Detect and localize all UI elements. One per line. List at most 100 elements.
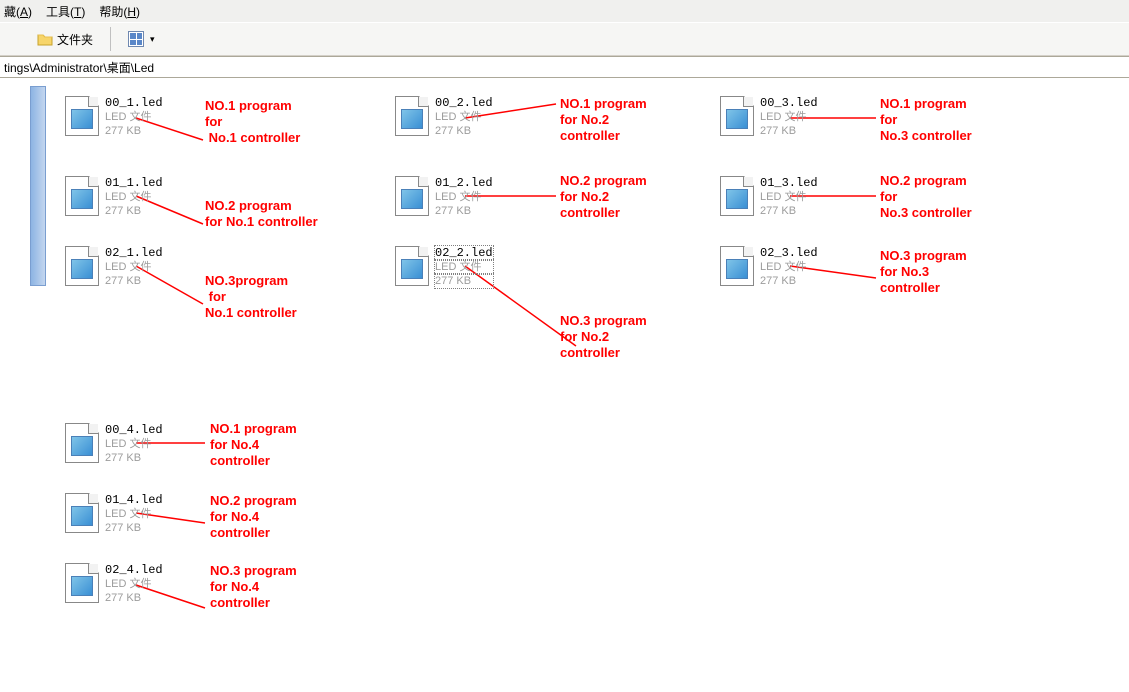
file-item[interactable]: 01_2.ledLED 文件277 KB	[395, 176, 493, 218]
file-meta: 00_1.ledLED 文件277 KB	[105, 96, 163, 138]
file-icon	[395, 176, 429, 216]
file-size: 277 KB	[105, 521, 163, 535]
file-item[interactable]: 00_2.ledLED 文件277 KB	[395, 96, 493, 138]
file-name: 00_4.led	[105, 423, 163, 437]
file-icon	[65, 246, 99, 286]
folders-button[interactable]: 文件夹	[30, 28, 100, 51]
file-type: LED 文件	[105, 507, 163, 521]
menu-favorites[interactable]: 藏(A)	[4, 3, 32, 20]
toolbar: 文件夹 ▾	[0, 22, 1129, 56]
menubar: 藏(A) 工具(T) 帮助(H)	[0, 0, 1129, 22]
views-icon	[128, 31, 144, 47]
file-name: 00_1.led	[105, 96, 163, 110]
file-icon	[65, 176, 99, 216]
annotation-label: NO.1 program for No.2 controller	[560, 96, 647, 144]
file-type: LED 文件	[435, 190, 493, 204]
file-size: 277 KB	[760, 204, 818, 218]
annotation-label: NO.1 program for No.1 controller	[205, 98, 300, 146]
file-name: 02_4.led	[105, 563, 163, 577]
file-type: LED 文件	[760, 110, 818, 124]
file-icon	[720, 96, 754, 136]
file-name: 00_3.led	[760, 96, 818, 110]
file-name: 01_1.led	[105, 176, 163, 190]
file-size: 277 KB	[435, 274, 493, 288]
annotation-label: NO.3 program for No.3 controller	[880, 248, 967, 296]
file-name: 02_3.led	[760, 246, 818, 260]
file-name: 01_2.led	[435, 176, 493, 190]
file-meta: 00_3.ledLED 文件277 KB	[760, 96, 818, 138]
file-size: 277 KB	[435, 124, 493, 138]
file-meta: 01_2.ledLED 文件277 KB	[435, 176, 493, 218]
file-meta: 02_2.ledLED 文件277 KB	[435, 246, 493, 288]
file-type: LED 文件	[105, 577, 163, 591]
annotation-label: NO.3program for No.1 controller	[205, 273, 297, 321]
chevron-down-icon: ▾	[150, 34, 155, 45]
folder-icon	[37, 31, 53, 47]
file-item[interactable]: 01_1.ledLED 文件277 KB	[65, 176, 163, 218]
file-name: 02_1.led	[105, 246, 163, 260]
file-meta: 02_1.ledLED 文件277 KB	[105, 246, 163, 288]
menu-tools[interactable]: 工具(T)	[46, 3, 85, 20]
file-type: LED 文件	[105, 437, 163, 451]
file-size: 277 KB	[105, 451, 163, 465]
file-icon	[65, 493, 99, 533]
file-type: LED 文件	[760, 190, 818, 204]
views-button[interactable]: ▾	[121, 28, 162, 50]
file-icon	[720, 246, 754, 286]
file-type: LED 文件	[760, 260, 818, 274]
file-item[interactable]: 02_3.ledLED 文件277 KB	[720, 246, 818, 288]
address-bar[interactable]: tings\Administrator\桌面\Led	[0, 56, 1129, 78]
address-path: tings\Administrator\桌面\Led	[4, 59, 154, 76]
file-name: 02_2.led	[435, 246, 493, 260]
annotation-label: NO.1 program for No.4 controller	[210, 421, 297, 469]
file-meta: 02_4.ledLED 文件277 KB	[105, 563, 163, 605]
file-item[interactable]: 00_3.ledLED 文件277 KB	[720, 96, 818, 138]
folders-label: 文件夹	[57, 31, 93, 48]
file-icon	[65, 423, 99, 463]
annotation-label: NO.2 program for No.1 controller	[205, 198, 318, 230]
file-icon	[65, 96, 99, 136]
file-type: LED 文件	[435, 110, 493, 124]
file-type: LED 文件	[435, 260, 493, 274]
file-meta: 01_1.ledLED 文件277 KB	[105, 176, 163, 218]
file-size: 277 KB	[105, 124, 163, 138]
file-type: LED 文件	[105, 260, 163, 274]
annotation-label: NO.2 program for No.4 controller	[210, 493, 297, 541]
file-item[interactable]: 00_4.ledLED 文件277 KB	[65, 423, 163, 465]
file-meta: 01_3.ledLED 文件277 KB	[760, 176, 818, 218]
file-size: 277 KB	[760, 274, 818, 288]
file-type: LED 文件	[105, 110, 163, 124]
sidebar-edge	[30, 86, 46, 286]
file-icon	[65, 563, 99, 603]
file-item[interactable]: 00_1.ledLED 文件277 KB	[65, 96, 163, 138]
annotation-label: NO.3 program for No.2 controller	[560, 313, 647, 361]
file-item[interactable]: 02_2.ledLED 文件277 KB	[395, 246, 493, 288]
file-icon	[395, 246, 429, 286]
file-size: 277 KB	[435, 204, 493, 218]
file-meta: 00_2.ledLED 文件277 KB	[435, 96, 493, 138]
file-name: 01_4.led	[105, 493, 163, 507]
annotation-label: NO.2 program for No.3 controller	[880, 173, 972, 221]
file-item[interactable]: 02_4.ledLED 文件277 KB	[65, 563, 163, 605]
file-meta: 02_3.ledLED 文件277 KB	[760, 246, 818, 288]
file-size: 277 KB	[760, 124, 818, 138]
annotation-label: NO.1 program for No.3 controller	[880, 96, 972, 144]
file-item[interactable]: 01_3.ledLED 文件277 KB	[720, 176, 818, 218]
file-type: LED 文件	[105, 190, 163, 204]
file-size: 277 KB	[105, 274, 163, 288]
file-item[interactable]: 02_1.ledLED 文件277 KB	[65, 246, 163, 288]
menu-help[interactable]: 帮助(H)	[99, 3, 140, 20]
annotation-label: NO.2 program for No.2 controller	[560, 173, 647, 221]
file-meta: 01_4.ledLED 文件277 KB	[105, 493, 163, 535]
toolbar-separator	[110, 27, 111, 51]
file-meta: 00_4.ledLED 文件277 KB	[105, 423, 163, 465]
annotation-lines	[0, 78, 1129, 692]
annotation-label: NO.3 program for No.4 controller	[210, 563, 297, 611]
file-icon	[395, 96, 429, 136]
file-name: 00_2.led	[435, 96, 493, 110]
file-name: 01_3.led	[760, 176, 818, 190]
file-item[interactable]: 01_4.ledLED 文件277 KB	[65, 493, 163, 535]
file-size: 277 KB	[105, 591, 163, 605]
file-pane[interactable]: 00_1.ledLED 文件277 KB01_1.ledLED 文件277 KB…	[0, 78, 1129, 692]
file-size: 277 KB	[105, 204, 163, 218]
